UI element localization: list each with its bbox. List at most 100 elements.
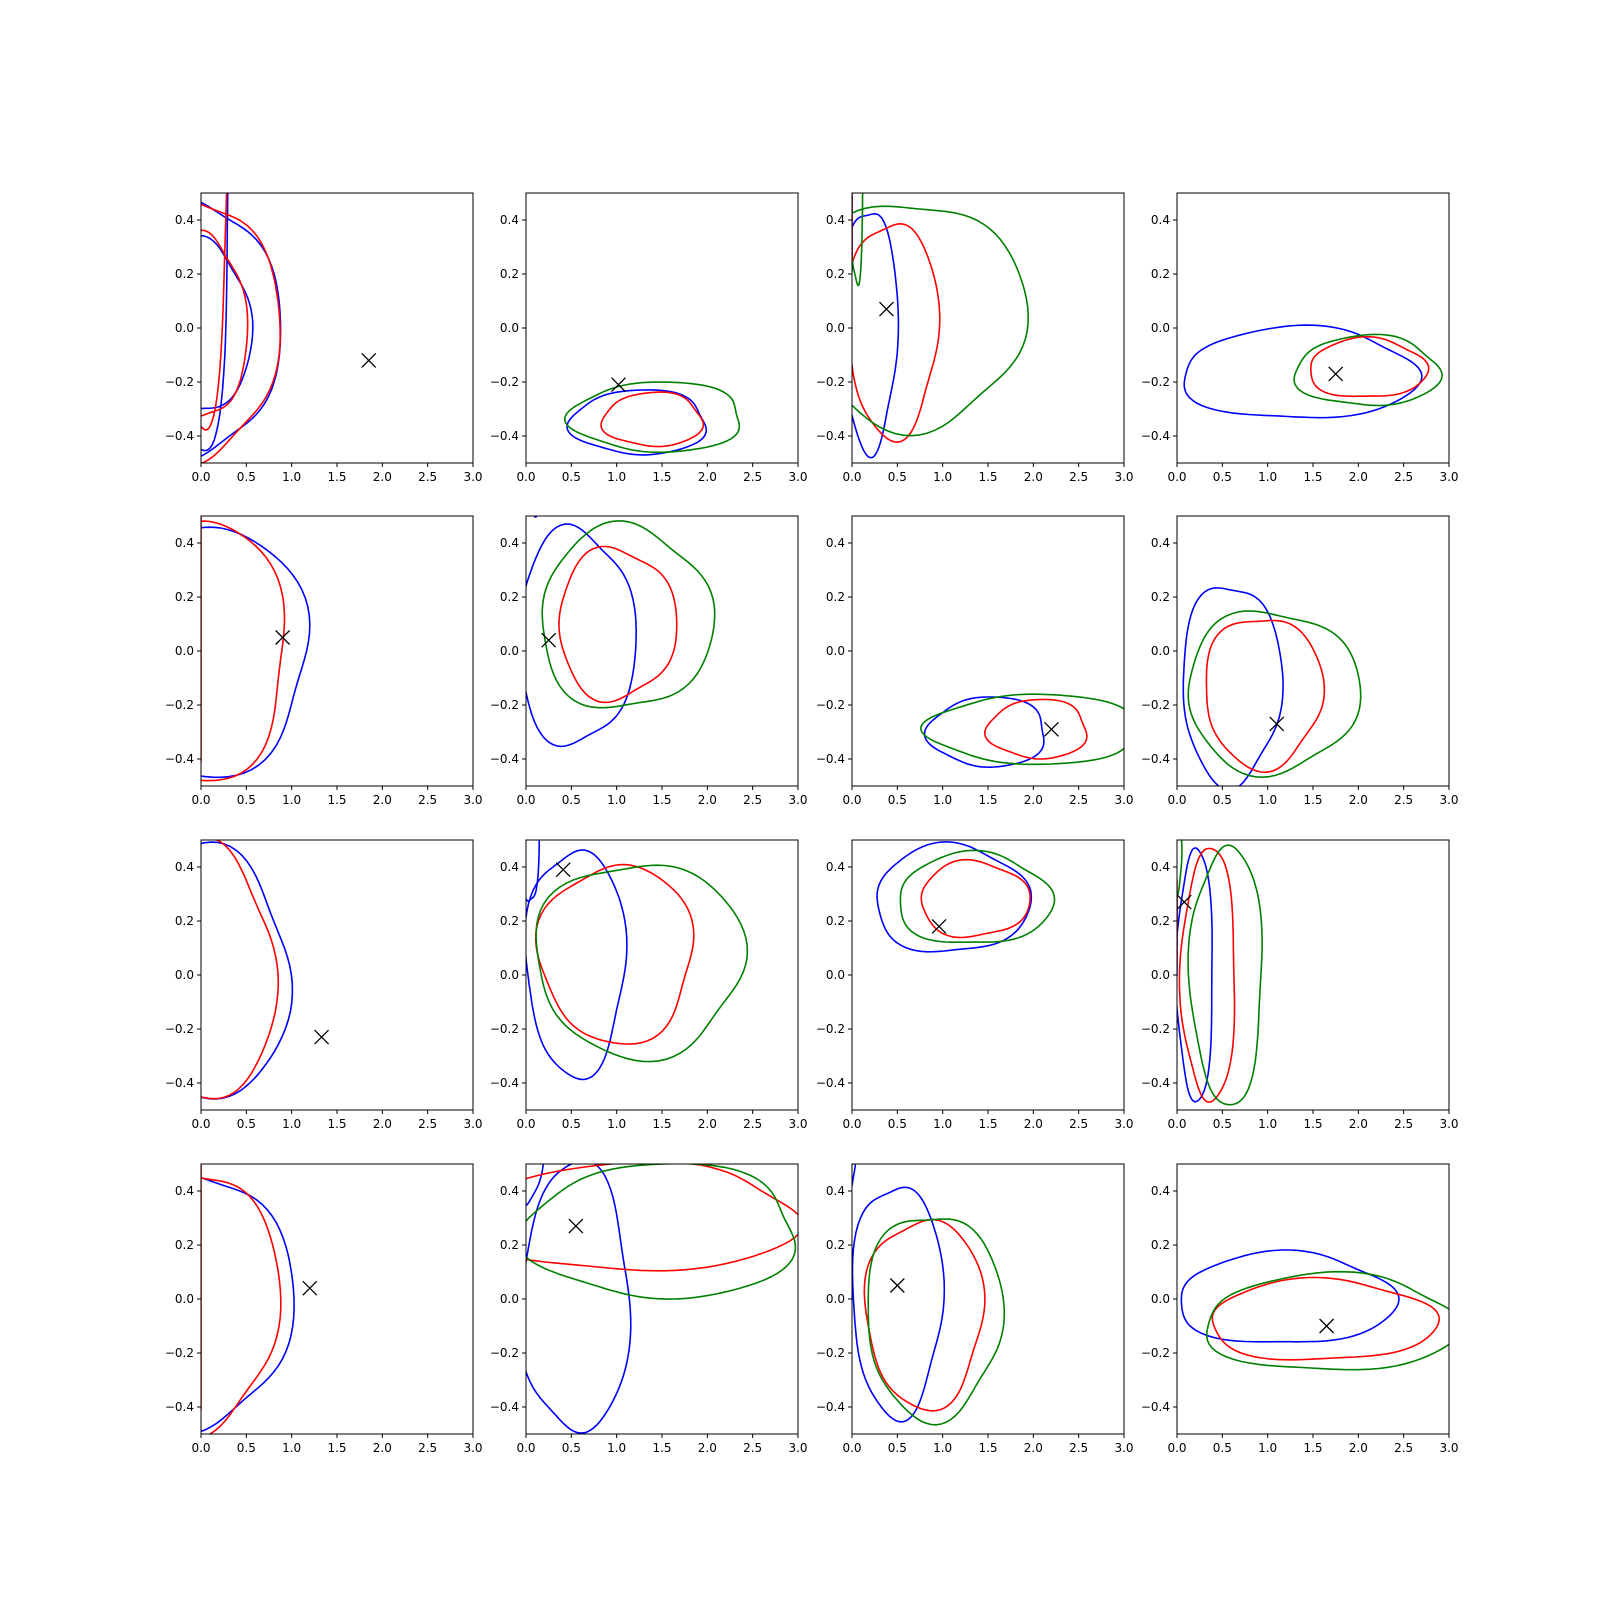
x-tick-label: 0.0 (1167, 1117, 1186, 1131)
green-contour-outer (1187, 844, 1263, 1106)
y-tick-label: 0.0 (175, 644, 194, 658)
x-tick-label: 0.5 (562, 1441, 581, 1455)
x-tick-label: 0.5 (1213, 793, 1232, 807)
x-tick-label: 3.0 (1439, 793, 1458, 807)
x-tick-label: 2.0 (698, 793, 717, 807)
green-contour-outer (1293, 333, 1443, 407)
blue-contour-outer (852, 1186, 946, 1423)
y-tick-label: 0.2 (500, 590, 519, 604)
x-tick-label: 2.5 (1069, 793, 1088, 807)
x-tick-label: 2.0 (1349, 470, 1368, 484)
x-tick-label: 0.5 (888, 1117, 907, 1131)
green-contour-inner (852, 512, 903, 708)
red-contour-inner (521, 558, 576, 906)
x-tick-label: 0.0 (191, 1117, 210, 1131)
y-tick-label: 0.2 (1151, 590, 1170, 604)
x-tick-label: 1.5 (978, 1117, 997, 1131)
y-tick-label: 0.2 (1151, 914, 1170, 928)
y-tick-label: 0.0 (175, 321, 194, 335)
y-tick-label: −0.4 (816, 1076, 845, 1090)
plot-area (201, 1164, 295, 1434)
plot-area (800, 0, 1124, 769)
red-contour-inner (800, 0, 852, 169)
y-tick-label: 0.4 (175, 860, 194, 874)
green-contour-outer (526, 1164, 797, 1300)
x-tick-label: 2.5 (1069, 1117, 1088, 1131)
x-tick-label: 1.0 (1258, 1441, 1277, 1455)
x-tick-label: 2.5 (418, 793, 437, 807)
x-tick-label: 1.5 (1303, 1117, 1322, 1131)
plot-area (852, 1164, 1006, 1426)
subplot-16: 0.0 0.5 1.0 1.5 2.0 2.5 3.0 −0.4 −0.2 0.0 0.2 0.4 (1141, 1163, 1459, 1455)
x-tick-label: 1.0 (607, 1441, 626, 1455)
subplot-1: 0.0 0.5 1.0 1.5 2.0 2.5 3.0 −0.4 −0.2 0.0 0.2 0.4 (165, 192, 483, 484)
x-tick-label: 2.5 (418, 1441, 437, 1455)
x-tick-label: 1.0 (933, 1441, 952, 1455)
x-marker (275, 630, 291, 645)
blue-contour-outer (1177, 847, 1213, 1103)
x-tick-label: 2.5 (418, 1117, 437, 1131)
x-tick-label: 0.5 (888, 1441, 907, 1455)
x-tick-label: 1.0 (1258, 1117, 1277, 1131)
y-tick-label: −0.4 (816, 429, 845, 443)
y-tick-label: −0.4 (165, 1076, 194, 1090)
axes-frame (851, 1163, 1125, 1435)
x-marker (931, 918, 947, 934)
x-tick-label: 0.0 (842, 1441, 861, 1455)
blue-contour-outer (1182, 587, 1284, 786)
x-tick-label: 0.0 (191, 793, 210, 807)
x-tick-label: 3.0 (788, 1117, 807, 1131)
green-contour-outer (563, 381, 741, 454)
y-tick-label: 0.0 (1151, 644, 1170, 658)
blue-contour-inner (526, 840, 541, 902)
red-contour-outer (201, 840, 280, 1100)
x-tick-label: 0.5 (562, 470, 581, 484)
x-tick-label: 3.0 (1114, 1441, 1133, 1455)
blue-contour-inner (201, 193, 229, 452)
y-tick-label: 0.0 (1151, 1292, 1170, 1306)
y-tick-label: 0.4 (500, 860, 519, 874)
x-tick-label: 0.5 (237, 793, 256, 807)
y-tick-label: 0.0 (826, 968, 845, 982)
x-tick-label: 0.0 (842, 470, 861, 484)
x-tick-label: 0.0 (1167, 793, 1186, 807)
plot-area (563, 381, 741, 456)
x-tick-label: 0.0 (516, 793, 535, 807)
x-tick-label: 2.0 (1349, 1117, 1368, 1131)
subplot-5: 0.0 0.5 1.0 1.5 2.0 2.5 3.0 −0.4 −0.2 0.0 0.2 0.4 (165, 515, 483, 807)
y-tick-label: 0.4 (175, 213, 194, 227)
x-tick-label: 2.5 (743, 1117, 762, 1131)
y-tick-label: −0.2 (1141, 1022, 1170, 1036)
y-tick-label: −0.2 (816, 1346, 845, 1360)
x-marker (541, 632, 557, 648)
plot-area (1183, 324, 1443, 419)
y-tick-label: −0.2 (1141, 375, 1170, 389)
y-tick-label: −0.4 (165, 1400, 194, 1414)
x-tick-label: 2.0 (373, 470, 392, 484)
green-contour-outer (899, 849, 1056, 943)
x-tick-label: 0.0 (191, 470, 210, 484)
red-contour-outer (201, 1177, 282, 1434)
axes-frame (851, 192, 1125, 464)
red-contour-outer (201, 203, 282, 463)
x-tick-label: 1.5 (652, 1117, 671, 1131)
subplot-7: 0.0 0.5 1.0 1.5 2.0 2.5 3.0 −0.4 −0.2 0.0 0.2 0.4 (800, 0, 1134, 807)
x-tick-label: 1.5 (1303, 1441, 1322, 1455)
x-marker (568, 1218, 584, 1234)
x-tick-label: 0.0 (516, 1441, 535, 1455)
y-tick-label: −0.4 (1141, 1076, 1170, 1090)
x-tick-label: 1.5 (978, 793, 997, 807)
x-tick-label: 0.5 (237, 1441, 256, 1455)
x-tick-label: 1.5 (1303, 793, 1322, 807)
x-tick-label: 2.5 (1394, 1117, 1413, 1131)
x-tick-label: 2.5 (1069, 1441, 1088, 1455)
y-tick-label: 0.2 (826, 590, 845, 604)
x-tick-label: 2.0 (698, 1117, 717, 1131)
x-marker (361, 352, 377, 368)
axes-frame (200, 515, 474, 787)
y-tick-label: 0.2 (1151, 267, 1170, 281)
x-marker (302, 1280, 318, 1296)
blue-contour-inner (526, 1164, 545, 1207)
y-tick-label: 0.4 (175, 536, 194, 550)
y-tick-label: −0.2 (165, 375, 194, 389)
